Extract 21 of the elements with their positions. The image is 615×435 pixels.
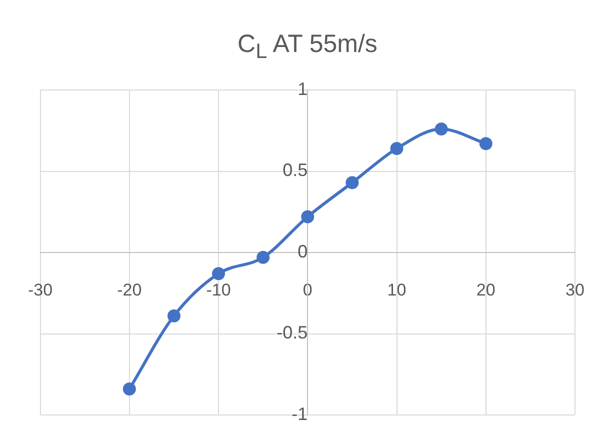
point: [479, 137, 492, 150]
y-tick-label: 0.5: [282, 160, 308, 180]
y-tick-label: -0.5: [276, 322, 308, 343]
point: [167, 309, 180, 322]
point: [301, 210, 314, 224]
x-tick-label: -20: [117, 280, 142, 300]
point: [346, 176, 359, 190]
x-tick-label: 20: [476, 280, 496, 300]
y-tick-label: 1: [298, 78, 308, 99]
point: [390, 142, 404, 155]
point: [122, 382, 136, 396]
y-tick-label: 0: [298, 241, 308, 262]
x-tick-label: -30: [28, 280, 53, 300]
x-tick-label: 30: [566, 280, 584, 300]
x-tick-label: 10: [387, 280, 406, 300]
x-tick-label: -10: [206, 280, 231, 300]
point: [434, 122, 448, 136]
point: [256, 250, 270, 264]
chart-title: C$_{L}$ AT 55m/s: [236, 30, 378, 64]
point: [212, 267, 226, 280]
y-tick-label: -1: [292, 404, 308, 424]
